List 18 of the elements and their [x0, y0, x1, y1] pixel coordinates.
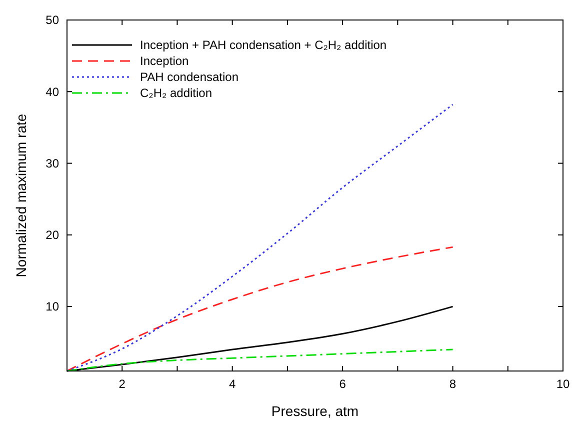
legend-label: C₂H₂ addition [140, 86, 212, 100]
y-tick-label: 10 [46, 300, 60, 314]
y-axis-title: Normalized maximum rate [13, 114, 29, 278]
x-axis-title: Pressure, atm [271, 403, 359, 419]
line-series [66, 348, 454, 372]
y-tick-label: 20 [46, 228, 60, 242]
x-tick-label: 6 [339, 377, 346, 391]
legend-label: Inception [140, 54, 189, 68]
legend-label: Inception + PAH condensation + C₂H₂ addition [140, 38, 387, 52]
y-tick-label: 50 [46, 13, 60, 28]
x-tick-label: 10 [556, 377, 570, 391]
y-tick-label: 40 [46, 84, 60, 99]
x-tick-label: 8 [449, 377, 456, 391]
y-tick-label: 30 [46, 156, 60, 170]
x-tick-label: 2 [118, 377, 126, 391]
x-tick-label: 4 [228, 377, 236, 391]
legend-label: PAH condensation [140, 70, 239, 84]
line-series [66, 246, 454, 372]
